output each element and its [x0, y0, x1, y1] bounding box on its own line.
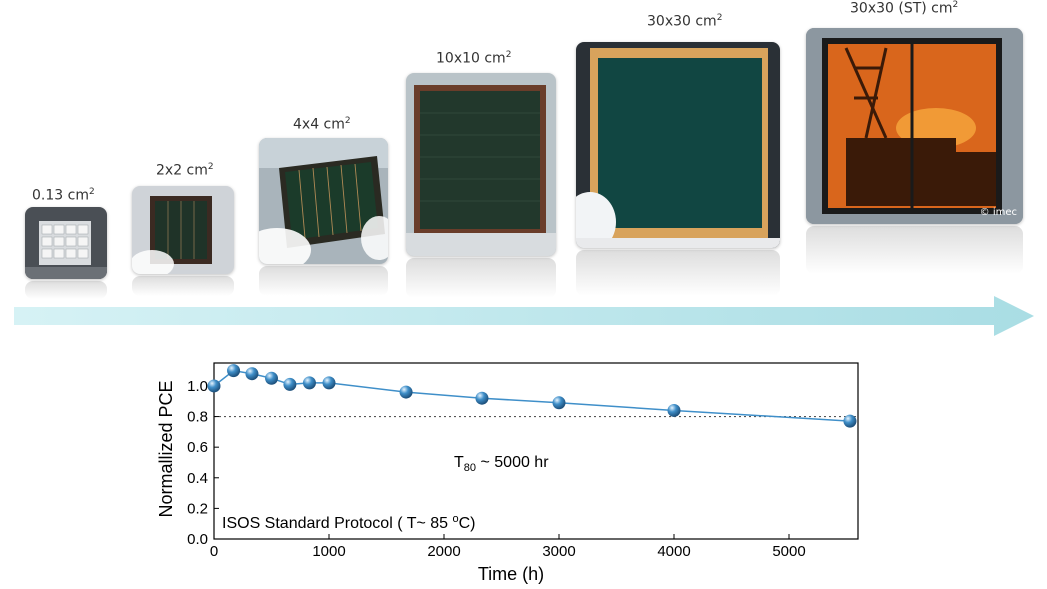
pce-data-point: [322, 376, 336, 390]
x-tick-label: 4000: [657, 543, 690, 560]
pce-data-point: [475, 391, 489, 405]
pce-data-point: [302, 376, 316, 390]
cell-30x30-graphic: [576, 48, 780, 248]
y-axis-label: Normallized PCE: [156, 380, 176, 517]
pce-data-point: [207, 379, 221, 393]
pce-data-point: [552, 396, 566, 410]
photo-0p13-cm2: [25, 207, 107, 279]
protocol-annotation: ISOS Standard Protocol ( T~ 85 oC): [222, 513, 476, 532]
pce-data-point: [245, 367, 259, 381]
mini-cells-graphic: [25, 221, 107, 279]
size-label-0p13: 0.13 cm2: [32, 187, 95, 204]
plot-frame: [213, 362, 859, 540]
x-tick-label: 3000: [542, 543, 575, 560]
chart-background: [150, 355, 890, 587]
pce-data-point: [265, 371, 278, 385]
size-label-10x10: 10x10 cm2: [436, 50, 512, 67]
scale-up-arrow: [14, 296, 1034, 336]
x-tick-label: 0: [210, 543, 218, 560]
size-label-2x2: 2x2 cm2: [156, 162, 214, 179]
x-axis-label: Time (h): [478, 564, 544, 584]
y-tick-label: 0.6: [187, 439, 208, 456]
pce-data-point: [227, 364, 241, 378]
semitransparent-module-graphic: [806, 28, 1023, 224]
photo-4x4-cm2: [259, 138, 388, 264]
x-tick-label: 2000: [427, 543, 460, 560]
size-label-30x30-st: 30x30 (ST) cm2: [850, 0, 959, 17]
photo-30x30-st-cm2: © imec: [806, 28, 1023, 224]
y-tick-label: 0.0: [187, 531, 208, 548]
pce-data-point: [667, 403, 681, 417]
stability-chart: 0 1000 2000 3000 4000 50000.00.20.40.60.81.0 …: [150, 355, 890, 587]
cell-10x10-graphic: [406, 85, 556, 256]
t80-annotation: T80 ~ 5000 hr: [454, 454, 549, 474]
pce-data-point: [399, 385, 413, 399]
size-label-4x4: 4x4 cm2: [293, 116, 351, 133]
photo-30x30-cm2: [576, 42, 780, 248]
cell-2x2-graphic: [132, 196, 212, 274]
y-tick-label: 0.8: [187, 409, 208, 426]
pce-data-point: [843, 414, 857, 428]
cell-4x4-graphic: [259, 138, 388, 264]
photo-10x10-cm2: [406, 73, 556, 256]
y-tick-label: 0.2: [187, 500, 208, 517]
imec-watermark: © imec: [979, 207, 1017, 218]
y-tick-label: 1.0: [187, 378, 208, 395]
pce-data-point: [283, 377, 297, 391]
size-label-30x30: 30x30 cm2: [647, 13, 723, 30]
x-tick-label: 5000: [772, 543, 805, 560]
x-tick-label: 1000: [312, 543, 345, 560]
y-tick-label: 0.4: [187, 470, 208, 487]
photo-2x2-cm2: [132, 186, 234, 274]
